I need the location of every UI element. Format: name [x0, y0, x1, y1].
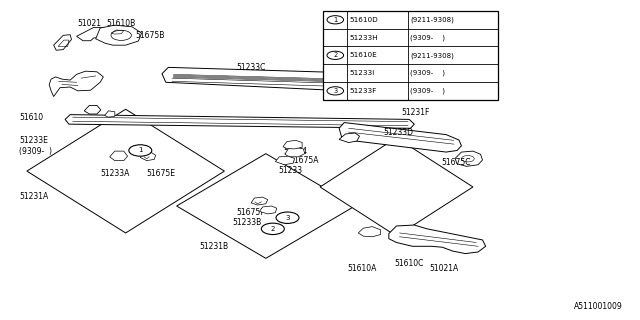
Circle shape [111, 30, 131, 40]
Text: 51021: 51021 [78, 19, 102, 28]
Text: (9309-    ): (9309- ) [410, 70, 445, 76]
Polygon shape [259, 206, 276, 214]
Polygon shape [339, 123, 461, 152]
Circle shape [327, 87, 344, 95]
Polygon shape [346, 77, 365, 85]
Text: (9309-    ): (9309- ) [410, 88, 445, 94]
Text: 51675E: 51675E [147, 169, 175, 178]
Text: 1: 1 [333, 17, 337, 23]
Polygon shape [285, 147, 305, 157]
Circle shape [129, 145, 152, 156]
Polygon shape [104, 111, 115, 117]
Text: A511001009: A511001009 [574, 302, 623, 311]
Text: 1: 1 [138, 148, 143, 154]
Text: 51610E: 51610E [350, 52, 378, 58]
Text: (9211-9308): (9211-9308) [410, 52, 454, 59]
Circle shape [276, 212, 299, 223]
Bar [323, 11, 499, 100]
Circle shape [261, 223, 284, 235]
Text: 51233E: 51233E [19, 136, 48, 146]
Polygon shape [275, 156, 294, 165]
Polygon shape [455, 151, 483, 166]
Text: 51233B: 51233B [233, 218, 262, 227]
Text: 51233C: 51233C [236, 62, 265, 72]
Text: 51610: 51610 [19, 113, 44, 122]
Text: 3: 3 [333, 88, 337, 94]
Polygon shape [344, 82, 378, 94]
Polygon shape [140, 152, 156, 161]
Text: 51233: 51233 [278, 166, 303, 175]
Text: 51610B: 51610B [106, 19, 136, 28]
Text: 51234: 51234 [284, 147, 308, 156]
Polygon shape [283, 140, 302, 149]
Text: 51233I: 51233I [350, 70, 375, 76]
Text: 51233D: 51233D [384, 128, 413, 137]
Text: 51233F: 51233F [350, 88, 377, 94]
Text: 2: 2 [271, 226, 275, 232]
Text: 51610A: 51610A [348, 264, 377, 273]
Polygon shape [358, 227, 381, 237]
Text: 51231B: 51231B [199, 242, 228, 251]
Text: 51233A: 51233A [100, 169, 129, 178]
Text: 51610C: 51610C [394, 259, 424, 268]
Polygon shape [84, 105, 100, 114]
Text: (9211-9308): (9211-9308) [410, 17, 454, 23]
Polygon shape [54, 35, 72, 50]
Text: 51231A: 51231A [19, 192, 49, 201]
Polygon shape [65, 115, 414, 128]
Text: 51675B: 51675B [135, 31, 164, 40]
Text: 51675A: 51675A [289, 156, 319, 165]
Polygon shape [109, 151, 127, 161]
Text: 51233H: 51233H [350, 35, 379, 41]
Polygon shape [96, 25, 141, 45]
Polygon shape [49, 71, 103, 97]
Text: 51675C: 51675C [441, 158, 470, 167]
Text: 51231F: 51231F [401, 108, 429, 117]
Polygon shape [162, 68, 384, 93]
Text: 51610D: 51610D [350, 17, 379, 23]
Text: (9309-    ): (9309- ) [410, 34, 445, 41]
Text: 51021A: 51021A [429, 264, 459, 273]
Text: 51675F: 51675F [236, 208, 264, 217]
Text: 3: 3 [285, 215, 290, 221]
Polygon shape [339, 133, 360, 142]
Circle shape [327, 16, 344, 24]
Polygon shape [177, 154, 355, 258]
Polygon shape [77, 28, 108, 41]
Polygon shape [251, 197, 268, 205]
Circle shape [327, 51, 344, 60]
Text: (9309-  ): (9309- ) [19, 147, 52, 156]
Text: 51231E: 51231E [326, 38, 355, 47]
Polygon shape [27, 109, 225, 233]
Text: 2: 2 [333, 52, 337, 58]
Polygon shape [320, 138, 473, 236]
Polygon shape [389, 225, 486, 253]
